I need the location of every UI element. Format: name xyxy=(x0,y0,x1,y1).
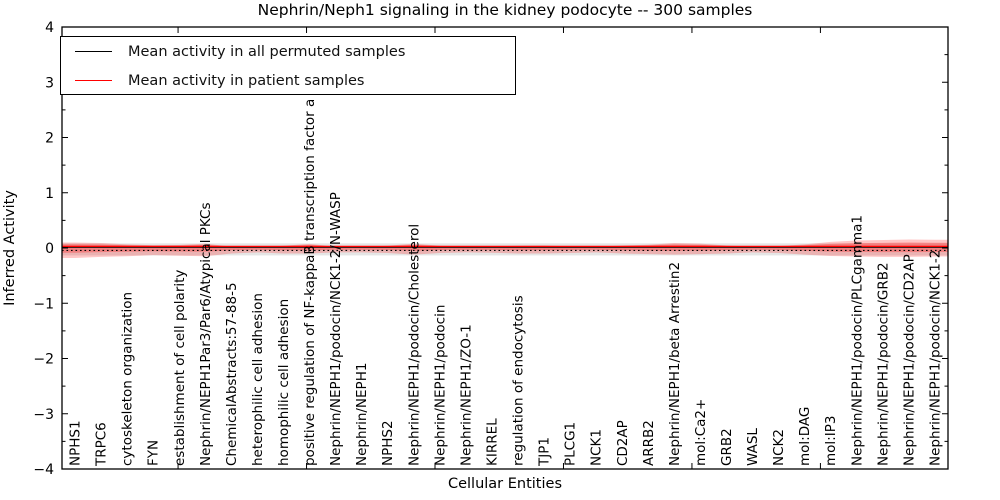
x-category-label: FYN xyxy=(146,440,162,466)
x-category-label: regulation of endocytosis xyxy=(511,295,527,466)
x-axis-title: Cellular Entities xyxy=(447,476,563,492)
x-category-label: NPHS1 xyxy=(68,420,84,466)
x-category-label: Nephrin/NEPH1/ZO-1 xyxy=(458,324,474,466)
y-tick-label: −2 xyxy=(33,352,54,368)
y-tick-label: 4 xyxy=(45,20,54,36)
x-category-label: mol:IP3 xyxy=(823,416,839,466)
x-category-label: positive regulation of NF-kappaB transcr… xyxy=(302,99,318,466)
x-category-label: cytoskeleton organization xyxy=(120,292,136,466)
x-category-label: WASL xyxy=(745,428,761,466)
x-category-label: PLCG1 xyxy=(563,422,579,466)
x-category-label: Nephrin/NEPH1Par3/Par6/Atypical PKCs xyxy=(198,202,214,466)
x-category-label: Nephrin/NEPH1/podocin/PLCgamma1 xyxy=(849,215,865,466)
x-category-label: Nephrin/NEPH1/beta Arrestin2 xyxy=(667,262,683,466)
x-category-label: Nephrin/NEPH1/podocin/CD2AP xyxy=(901,254,917,466)
x-category-label: Nephrin/NEPH1/podocin/NCK1-2/N-WASP xyxy=(328,192,344,466)
x-category-label: establishment of cell polarity xyxy=(172,270,188,466)
legend-box: Mean activity in all permuted samples Me… xyxy=(60,36,516,95)
x-category-label: Nephrin/NEPH1/podocin/GRB2 xyxy=(875,262,891,466)
x-category-label: NCK1 xyxy=(589,429,605,466)
y-axis-title: Inferred Activity xyxy=(2,190,18,306)
y-tick-label: 2 xyxy=(45,131,54,147)
x-category-label: ChemicalAbstracts:57-88-5 xyxy=(224,282,240,466)
y-tick-label: −1 xyxy=(33,296,54,312)
y-tick-label: −4 xyxy=(33,462,54,478)
y-tick-label: 3 xyxy=(45,75,54,91)
legend-entry-patient: Mean activity in patient samples xyxy=(61,66,515,95)
x-category-label: TRPC6 xyxy=(94,422,110,467)
x-category-label: CD2AP xyxy=(615,420,631,466)
legend-label-permuted: Mean activity in all permuted samples xyxy=(128,43,406,60)
x-category-label: homophilic cell adhesion xyxy=(276,299,292,466)
x-category-label: Nephrin/NEPH1/podocin/NCK1-2 xyxy=(927,250,943,466)
x-category-label: GRB2 xyxy=(719,428,735,466)
permuted-line-swatch xyxy=(75,51,112,52)
patient-line-swatch xyxy=(75,80,112,81)
x-category-label: mol:DAG xyxy=(797,407,813,466)
x-category-label: heterophilic cell adhesion xyxy=(250,293,266,466)
chart-title: Nephrin/Neph1 signaling in the kidney po… xyxy=(257,1,753,19)
x-category-label: mol:Ca2+ xyxy=(693,399,709,466)
x-category-label: NPHS2 xyxy=(380,420,396,466)
x-category-label: ARRB2 xyxy=(641,420,657,466)
y-tick-label: 0 xyxy=(45,241,54,257)
y-tick-label: −3 xyxy=(33,407,54,423)
x-category-label: NCK2 xyxy=(771,429,787,466)
x-category-label: TJP1 xyxy=(537,437,553,467)
y-tick-label: 1 xyxy=(45,186,54,202)
legend-entry-permuted: Mean activity in all permuted samples xyxy=(61,37,515,66)
x-category-label: KIRREL xyxy=(484,418,500,466)
plot-border xyxy=(61,26,949,470)
x-category-label: Nephrin/NEPH1/podocin xyxy=(432,305,448,466)
x-category-label: Nephrin/NEPH1 xyxy=(354,363,370,466)
legend-label-patient: Mean activity in patient samples xyxy=(128,72,365,89)
x-category-label: Nephrin/NEPH1/podocin/Cholesterol xyxy=(406,224,422,466)
patient-band-outer xyxy=(62,239,948,258)
